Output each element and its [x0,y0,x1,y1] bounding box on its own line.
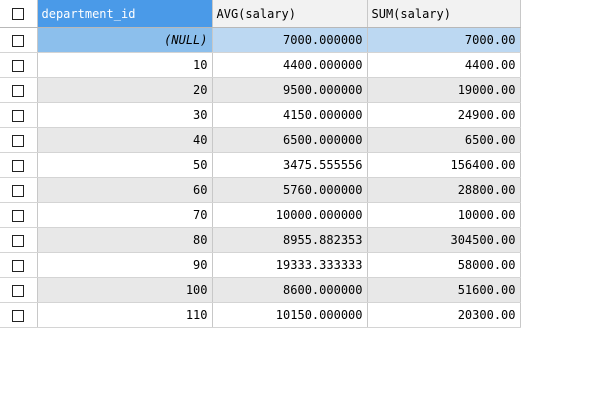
cell-avg-salary[interactable]: 7000.000000 [212,27,368,53]
cell-sum-salary[interactable]: 156400.00 [367,152,521,178]
table-row[interactable]: 90 19333.333333 58000.00 [0,252,521,278]
cell-avg-salary[interactable]: 8955.882353 [212,227,368,253]
result-grid: department_id AVG(salary) SUM(salary) (N… [0,0,521,328]
table-row[interactable]: 70 10000.000000 10000.00 [0,202,521,228]
select-all-cell[interactable] [0,0,38,28]
row-checkbox-icon[interactable] [12,84,25,97]
cell-department-id[interactable]: 100 [37,277,213,303]
cell-sum-salary[interactable]: 19000.00 [367,77,521,103]
table-row[interactable]: 30 4150.000000 24900.00 [0,102,521,128]
cell-avg-salary[interactable]: 5760.000000 [212,177,368,203]
row-checkbox-icon[interactable] [12,234,25,247]
cell-sum-salary[interactable]: 304500.00 [367,227,521,253]
cell-avg-salary[interactable]: 6500.000000 [212,127,368,153]
table-row[interactable]: 50 3475.555556 156400.00 [0,152,521,178]
table-row[interactable]: 40 6500.000000 6500.00 [0,127,521,153]
row-checkbox-icon[interactable] [12,309,25,322]
cell-department-id[interactable]: 80 [37,227,213,253]
header-row: department_id AVG(salary) SUM(salary) [0,0,521,28]
column-header-sum-salary[interactable]: SUM(salary) [367,0,521,28]
cell-department-id[interactable]: 50 [37,152,213,178]
cell-sum-salary[interactable]: 7000.00 [367,27,521,53]
cell-sum-salary[interactable]: 58000.00 [367,252,521,278]
row-checkbox-icon[interactable] [12,259,25,272]
cell-sum-salary[interactable]: 24900.00 [367,102,521,128]
cell-avg-salary[interactable]: 9500.000000 [212,77,368,103]
table-row[interactable]: (NULL) 7000.000000 7000.00 [0,27,521,53]
cell-avg-salary[interactable]: 3475.555556 [212,152,368,178]
row-checkbox-icon[interactable] [12,34,25,47]
cell-avg-salary[interactable]: 8600.000000 [212,277,368,303]
table-row[interactable]: 110 10150.000000 20300.00 [0,302,521,328]
cell-department-id[interactable]: 20 [37,77,213,103]
row-checkbox-icon[interactable] [12,209,25,222]
row-checkbox-icon[interactable] [12,159,25,172]
cell-sum-salary[interactable]: 28800.00 [367,177,521,203]
row-checkbox-icon[interactable] [12,59,25,72]
row-checkbox-icon[interactable] [12,184,25,197]
cell-department-id[interactable]: 110 [37,302,213,328]
cell-sum-salary[interactable]: 6500.00 [367,127,521,153]
cell-department-id[interactable]: 30 [37,102,213,128]
table-row[interactable]: 80 8955.882353 304500.00 [0,227,521,253]
row-checkbox-icon[interactable] [12,109,25,122]
cell-department-id[interactable]: 90 [37,252,213,278]
cell-sum-salary[interactable]: 20300.00 [367,302,521,328]
select-all-checkbox-icon[interactable] [12,8,25,20]
cell-department-id[interactable]: 60 [37,177,213,203]
cell-avg-salary[interactable]: 10150.000000 [212,302,368,328]
cell-avg-salary[interactable]: 4150.000000 [212,102,368,128]
table-row[interactable]: 10 4400.000000 4400.00 [0,52,521,78]
column-header-avg-salary[interactable]: AVG(salary) [212,0,368,28]
column-header-department-id[interactable]: department_id [37,0,213,28]
table-row[interactable]: 60 5760.000000 28800.00 [0,177,521,203]
cell-department-id[interactable]: (NULL) [37,27,213,53]
cell-sum-salary[interactable]: 4400.00 [367,52,521,78]
cell-avg-salary[interactable]: 10000.000000 [212,202,368,228]
table-row[interactable]: 100 8600.000000 51600.00 [0,277,521,303]
cell-sum-salary[interactable]: 10000.00 [367,202,521,228]
row-checkbox-icon[interactable] [12,134,25,147]
cell-avg-salary[interactable]: 4400.000000 [212,52,368,78]
cell-avg-salary[interactable]: 19333.333333 [212,252,368,278]
cell-department-id[interactable]: 10 [37,52,213,78]
cell-department-id[interactable]: 40 [37,127,213,153]
cell-department-id[interactable]: 70 [37,202,213,228]
table-row[interactable]: 20 9500.000000 19000.00 [0,77,521,103]
cell-sum-salary[interactable]: 51600.00 [367,277,521,303]
row-checkbox-icon[interactable] [12,284,25,297]
